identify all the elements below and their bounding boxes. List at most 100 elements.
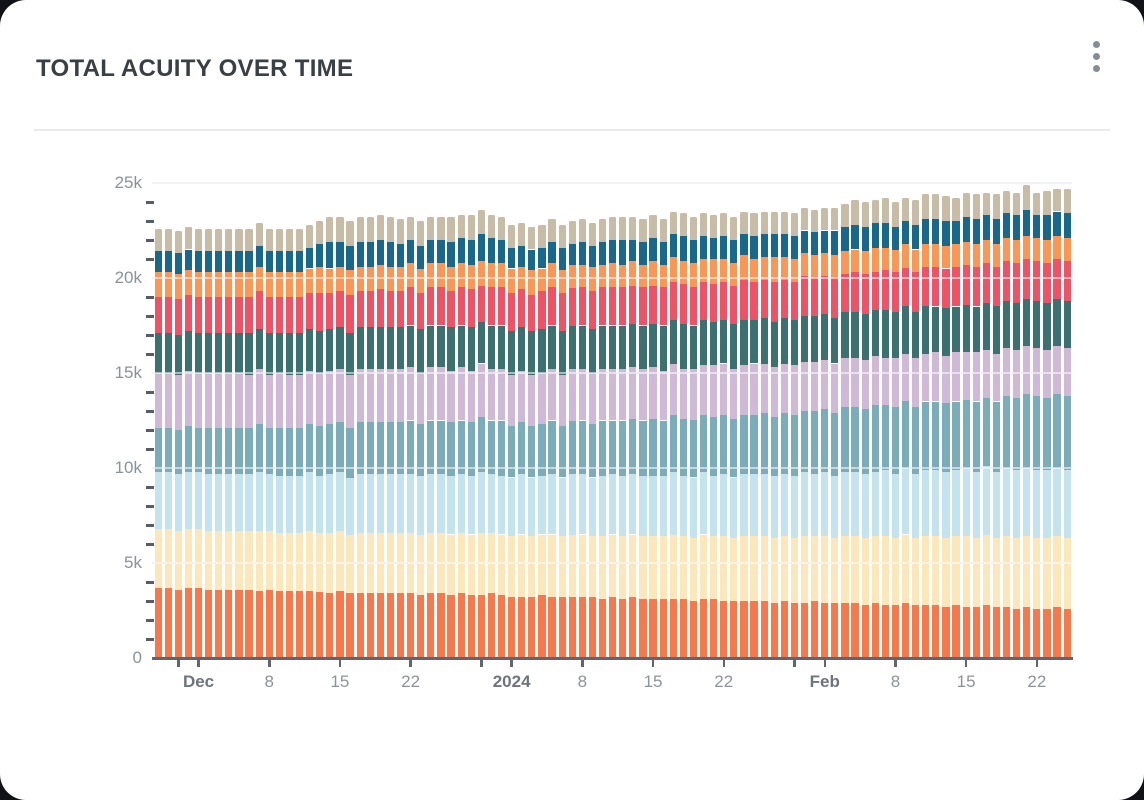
bar[interactable] [457, 215, 465, 658]
bar[interactable] [295, 228, 304, 658]
bar-segment-s9 [407, 240, 415, 263]
bar[interactable] [164, 228, 172, 658]
bar[interactable] [720, 213, 728, 658]
bar[interactable] [962, 192, 970, 658]
bar-segment-s4 [386, 422, 395, 474]
bar[interactable] [821, 207, 829, 658]
bar[interactable] [982, 192, 990, 658]
bar[interactable] [467, 215, 475, 658]
bar[interactable] [588, 222, 597, 658]
bar[interactable] [891, 202, 900, 658]
bar-segment-s2 [982, 534, 990, 605]
bar[interactable] [396, 219, 405, 658]
bar[interactable] [1002, 190, 1011, 658]
bar[interactable] [1043, 190, 1051, 658]
kebab-menu-icon[interactable] [1084, 32, 1108, 80]
bar[interactable] [639, 219, 647, 658]
bar[interactable] [306, 224, 314, 658]
bar[interactable] [548, 219, 556, 658]
bar[interactable] [184, 226, 193, 658]
bar[interactable] [275, 228, 283, 658]
bar[interactable] [417, 221, 425, 658]
bar[interactable] [356, 217, 364, 658]
bar[interactable] [730, 217, 738, 658]
bar[interactable] [225, 228, 233, 658]
bar[interactable] [952, 198, 960, 658]
bar[interactable] [427, 217, 435, 658]
bar[interactable] [871, 200, 879, 658]
bar-segment-s9 [417, 245, 425, 269]
bar[interactable] [881, 198, 889, 658]
bar[interactable] [245, 228, 253, 658]
bar[interactable] [710, 215, 718, 658]
bar[interactable] [770, 211, 778, 658]
bar-segment-s8 [800, 253, 809, 277]
bar[interactable] [174, 230, 182, 658]
bar[interactable] [154, 228, 162, 658]
bar[interactable] [679, 213, 687, 658]
bar[interactable] [1023, 184, 1031, 658]
bar[interactable] [497, 217, 506, 658]
bar[interactable] [609, 217, 617, 658]
bar[interactable] [992, 194, 1001, 658]
bar[interactable] [265, 228, 273, 658]
bar[interactable] [255, 222, 263, 658]
bar[interactable] [831, 207, 839, 658]
bar-segment-s10 [265, 228, 273, 252]
bar[interactable] [578, 219, 586, 658]
bar[interactable] [1053, 188, 1061, 658]
bar-segment-s3 [891, 473, 900, 539]
bar[interactable] [215, 228, 223, 658]
bar[interactable] [194, 228, 203, 658]
bar-segment-s9 [194, 251, 203, 273]
bar[interactable] [922, 194, 930, 658]
bar[interactable] [508, 224, 516, 658]
bar[interactable] [1013, 192, 1021, 658]
bar[interactable] [699, 213, 708, 658]
bar[interactable] [316, 221, 324, 658]
bar[interactable] [447, 217, 455, 658]
bar[interactable] [538, 224, 546, 658]
bar[interactable] [811, 209, 819, 658]
bar[interactable] [659, 219, 667, 658]
bar[interactable] [760, 211, 768, 658]
bar[interactable] [235, 228, 243, 658]
bar[interactable] [336, 217, 344, 658]
bar[interactable] [912, 200, 920, 658]
bar[interactable] [932, 194, 940, 658]
bar[interactable] [669, 211, 677, 658]
bar[interactable] [558, 224, 566, 658]
bar[interactable] [972, 194, 980, 658]
bar[interactable] [407, 217, 415, 658]
bar[interactable] [740, 211, 748, 658]
bar[interactable] [437, 217, 445, 658]
bar[interactable] [750, 213, 758, 658]
bar[interactable] [1033, 192, 1041, 658]
bar[interactable] [487, 215, 496, 658]
bar[interactable] [386, 217, 395, 658]
bar[interactable] [629, 217, 637, 658]
bar[interactable] [841, 203, 849, 658]
bar[interactable] [528, 226, 536, 658]
bar[interactable] [851, 200, 859, 658]
bar[interactable] [205, 228, 213, 658]
bar[interactable] [689, 217, 698, 658]
bar[interactable] [800, 207, 809, 658]
bar[interactable] [942, 196, 950, 658]
bar[interactable] [790, 213, 799, 658]
bar[interactable] [346, 221, 354, 658]
bar[interactable] [861, 202, 869, 658]
bar[interactable] [598, 219, 607, 658]
bar[interactable] [568, 221, 576, 658]
bar[interactable] [649, 215, 657, 658]
bar[interactable] [518, 222, 526, 658]
bar[interactable] [1063, 188, 1071, 658]
bar[interactable] [326, 217, 334, 658]
bar[interactable] [780, 211, 788, 658]
bar-segment-s4 [982, 397, 990, 467]
bar[interactable] [366, 217, 374, 658]
bar[interactable] [376, 215, 384, 658]
bar[interactable] [619, 217, 627, 658]
bar[interactable] [285, 228, 294, 658]
bar[interactable] [901, 198, 910, 658]
